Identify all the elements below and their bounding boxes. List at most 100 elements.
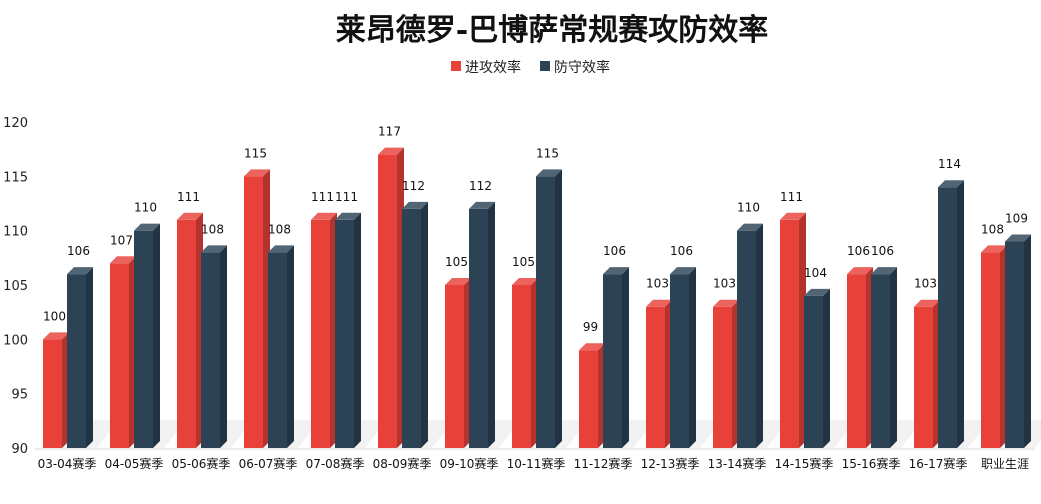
x-tick-label: 职业生涯 — [981, 457, 1029, 471]
bar-side — [287, 245, 294, 448]
x-tick-label: 04-05赛季 — [105, 456, 164, 471]
bar-front — [67, 274, 86, 448]
bar-top — [134, 223, 160, 231]
y-tick-label: 110 — [3, 225, 28, 240]
bar-side — [756, 223, 763, 448]
bar-top — [311, 212, 337, 220]
bar-front — [311, 219, 330, 448]
bar-offense: 106 — [847, 244, 873, 448]
bar-front — [1005, 241, 1024, 448]
bar-front — [244, 176, 263, 449]
y-tick-label: 90 — [11, 442, 28, 457]
bar-offense: 99 — [579, 320, 605, 448]
bar-top — [981, 245, 1007, 253]
bar-front — [780, 219, 799, 448]
data-label: 107 — [110, 233, 133, 247]
data-label: 106 — [670, 244, 693, 258]
data-label: 103 — [713, 277, 736, 291]
data-label: 110 — [134, 201, 157, 215]
bar-defense: 104 — [804, 266, 830, 448]
data-label: 108 — [981, 222, 1004, 236]
bar-defense: 111 — [335, 190, 361, 448]
bar-defense: 106 — [871, 244, 897, 448]
x-tick-label: 15-16赛季 — [842, 456, 901, 471]
x-tick-label: 12-13赛季 — [641, 456, 700, 471]
bar-top — [201, 245, 227, 253]
bar-front — [804, 295, 823, 448]
data-label: 108 — [201, 222, 224, 236]
bar-top — [512, 278, 538, 285]
bar-defense: 106 — [603, 244, 629, 448]
bar-offense: 108 — [981, 222, 1007, 448]
bar-front — [737, 230, 756, 448]
bar-side — [86, 267, 93, 448]
bar-offense: 103 — [914, 277, 940, 448]
data-label: 117 — [378, 125, 401, 139]
bar-top — [43, 332, 69, 340]
x-tick-label: 11-12赛季 — [574, 456, 633, 471]
bar-side — [622, 267, 629, 448]
bar-front — [43, 339, 62, 448]
legend-swatch-offense — [451, 61, 461, 71]
bar-top — [469, 201, 495, 209]
bar-front — [981, 252, 1000, 448]
bar-offense: 105 — [445, 255, 471, 448]
y-tick-label: 100 — [3, 333, 28, 348]
bar-front — [536, 176, 555, 449]
data-label: 108 — [268, 222, 291, 236]
bar-offense: 115 — [244, 146, 270, 449]
data-label: 111 — [311, 190, 334, 204]
bar-top — [847, 267, 873, 275]
bar-top — [536, 169, 562, 177]
bar-top — [737, 223, 763, 231]
bar-front — [335, 219, 354, 448]
bar-front — [469, 208, 488, 448]
bar-top — [110, 256, 136, 264]
bar-top — [67, 267, 93, 275]
bar-side — [823, 288, 830, 448]
bar-offense: 100 — [43, 309, 69, 448]
y-tick-label: 115 — [3, 170, 28, 185]
bar-offense: 111 — [780, 190, 806, 448]
data-label: 106 — [871, 244, 894, 258]
legend-label-offense: 进攻效率 — [465, 59, 521, 76]
bar-front — [938, 187, 957, 448]
data-label: 111 — [780, 190, 803, 204]
bar-side — [957, 180, 964, 448]
bar-top — [402, 201, 428, 209]
data-label: 111 — [335, 190, 358, 204]
data-label: 115 — [244, 146, 267, 160]
bar-top — [670, 267, 696, 275]
bar-top — [244, 169, 270, 177]
data-label: 114 — [938, 157, 961, 171]
bar-offense: 117 — [378, 125, 404, 448]
bar-top — [579, 343, 605, 351]
bar-defense: 112 — [469, 179, 495, 448]
bar-front — [579, 350, 598, 448]
bar-defense: 110 — [737, 201, 763, 448]
bar-side — [421, 201, 428, 448]
bar-top — [914, 299, 940, 307]
bar-front — [512, 285, 531, 448]
data-label: 99 — [583, 320, 598, 334]
x-tick-label: 13-14赛季 — [708, 456, 767, 471]
x-tick-label: 16-17赛季 — [909, 456, 968, 471]
bar-front — [871, 274, 890, 448]
bar-defense: 115 — [536, 146, 562, 449]
bar-front — [268, 252, 287, 448]
data-label: 109 — [1005, 212, 1028, 226]
bar-front — [914, 306, 933, 448]
bar-offense: 103 — [713, 277, 739, 448]
data-label: 112 — [469, 179, 492, 193]
data-label: 105 — [512, 255, 535, 269]
y-tick-label: 105 — [3, 279, 28, 294]
x-tick-label: 07-08赛季 — [306, 456, 365, 471]
bar-front — [445, 285, 464, 448]
x-tick-label: 10-11赛季 — [507, 456, 566, 471]
x-tick-label: 08-09赛季 — [373, 456, 432, 471]
data-label: 106 — [603, 244, 626, 258]
bar-top — [713, 299, 739, 307]
bar-top — [445, 278, 471, 285]
bar-side — [488, 201, 495, 448]
bar-defense: 106 — [670, 244, 696, 448]
